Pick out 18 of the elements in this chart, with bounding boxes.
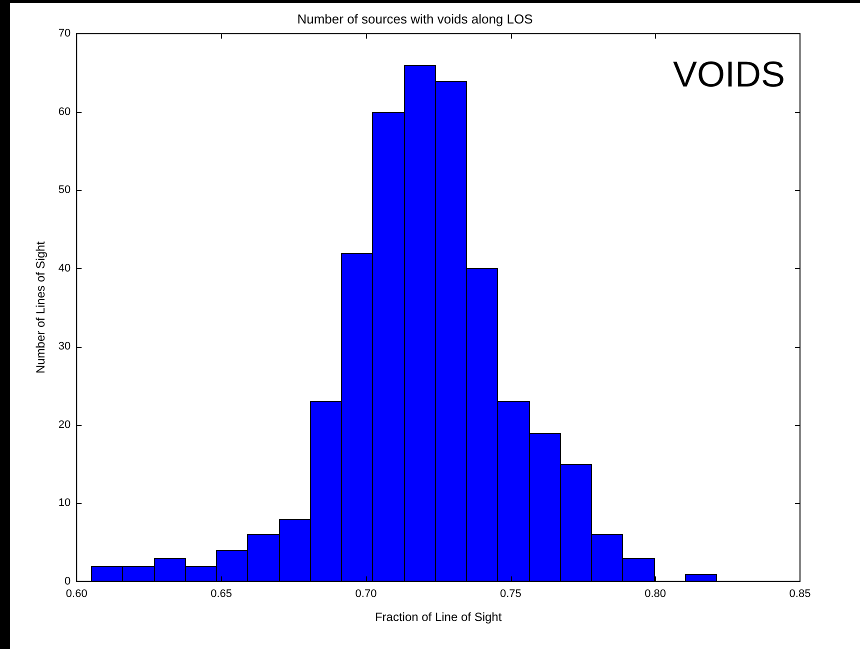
y-tick-label: 50 bbox=[58, 184, 71, 196]
annotation: VOIDS bbox=[672, 54, 785, 95]
x-tick-label: 0.80 bbox=[644, 588, 666, 600]
x-tick-label: 0.60 bbox=[66, 588, 88, 600]
x-axis-title: Fraction of Line of Sight bbox=[374, 610, 502, 624]
y-tick-label: 20 bbox=[58, 418, 71, 431]
y-tick-label: 60 bbox=[58, 106, 71, 118]
y-tick-label: 70 bbox=[58, 28, 71, 40]
x-tick-label: 0.75 bbox=[500, 588, 522, 600]
x-tick-label: 0.85 bbox=[789, 588, 811, 600]
y-axis-title: Number of Lines of Sight bbox=[34, 240, 48, 374]
chart-title: Number of sources with voids along LOS bbox=[297, 11, 534, 26]
y-tick-label: 30 bbox=[58, 340, 71, 353]
x-tick-label: 0.65 bbox=[210, 588, 232, 600]
y-tick-label: 10 bbox=[58, 497, 71, 510]
y-tick-label: 40 bbox=[58, 262, 71, 274]
x-tick-label: 0.70 bbox=[355, 588, 377, 600]
y-tick-label: 0 bbox=[64, 575, 71, 588]
